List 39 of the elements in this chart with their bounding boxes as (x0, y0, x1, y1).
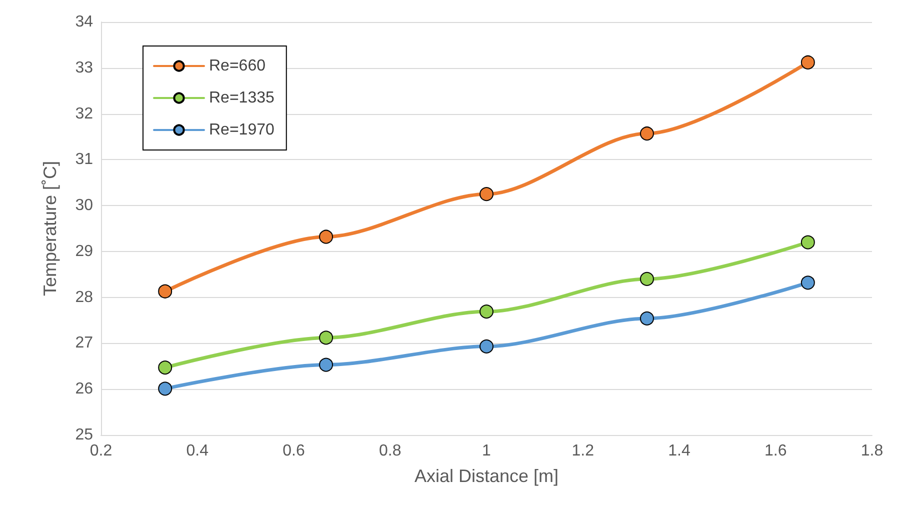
x-tick-label: 1.6 (764, 442, 787, 460)
x-tick-label: 0.2 (90, 442, 112, 460)
point (319, 230, 334, 244)
y-tick-label: 25 (75, 426, 94, 444)
y-tick-label: 32 (75, 105, 94, 122)
x-tick-label: 1.8 (860, 442, 884, 460)
point (319, 330, 334, 345)
point (800, 55, 815, 70)
point (480, 339, 494, 354)
y-axis-title: Temperature [˚C] (40, 160, 60, 296)
y-tick-label: 33 (75, 59, 94, 76)
point (480, 304, 494, 319)
x-tick-label: 0.4 (186, 442, 209, 460)
x-tick-label: 1.2 (572, 442, 594, 460)
legend-label: Re=660 (209, 58, 266, 74)
point (800, 235, 815, 250)
y-tick-label: 29 (75, 242, 94, 260)
y-tick-label: 34 (75, 14, 94, 30)
y-tick-label: 28 (75, 288, 94, 306)
y-tick-label: 27 (75, 334, 94, 352)
point (480, 187, 494, 202)
point (640, 311, 654, 326)
x-axis-title: Axial Distance [m] (414, 466, 559, 486)
x-tick-label: 1.4 (668, 442, 690, 460)
point (800, 276, 815, 290)
x-tick-label: 0.8 (379, 442, 402, 460)
point (158, 284, 172, 298)
point (640, 272, 654, 286)
x-tick-label: 0.6 (282, 442, 305, 460)
legend-label: Re=1335 (209, 90, 274, 106)
y-tick-label: 30 (75, 197, 94, 214)
y-tick-label: 26 (75, 380, 94, 398)
legend-label: Re=1970 (209, 122, 274, 138)
point (640, 126, 654, 141)
point (319, 358, 334, 372)
y-tick-label: 31 (75, 151, 94, 168)
point (158, 382, 172, 396)
point (158, 360, 172, 375)
x-tick-label: 1 (482, 442, 492, 460)
